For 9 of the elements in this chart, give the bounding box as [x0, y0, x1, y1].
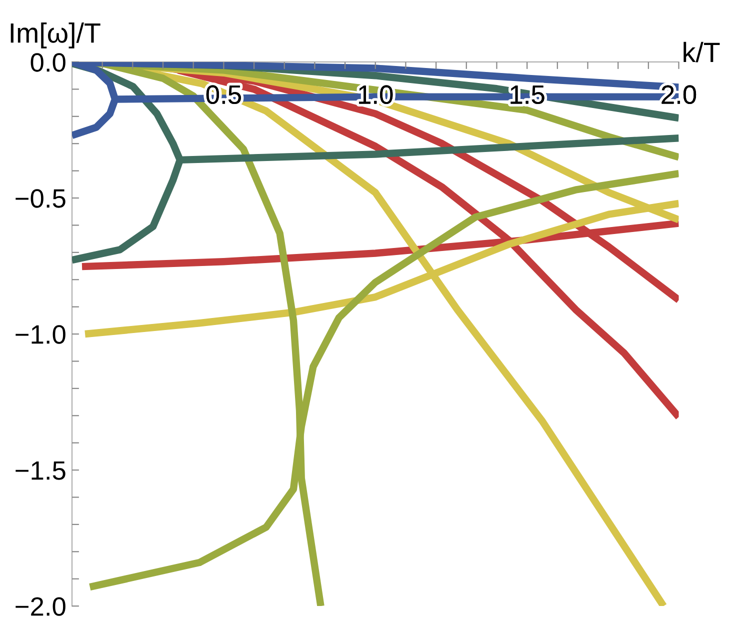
- x-tick-label: 1.5: [510, 86, 544, 104]
- y-tick-label: −1.5: [16, 461, 66, 480]
- y-tick-label: 0.0: [30, 53, 66, 72]
- y-tick-label: −1.0: [16, 325, 66, 344]
- y-axis-title: Im[ω]/T: [10, 22, 100, 48]
- y-tick-label: −0.5: [16, 189, 66, 208]
- y-tick-label: −2.0: [16, 597, 66, 616]
- x-axis-title: k/T: [684, 42, 720, 62]
- x-tick-label: 2.0: [662, 85, 696, 104]
